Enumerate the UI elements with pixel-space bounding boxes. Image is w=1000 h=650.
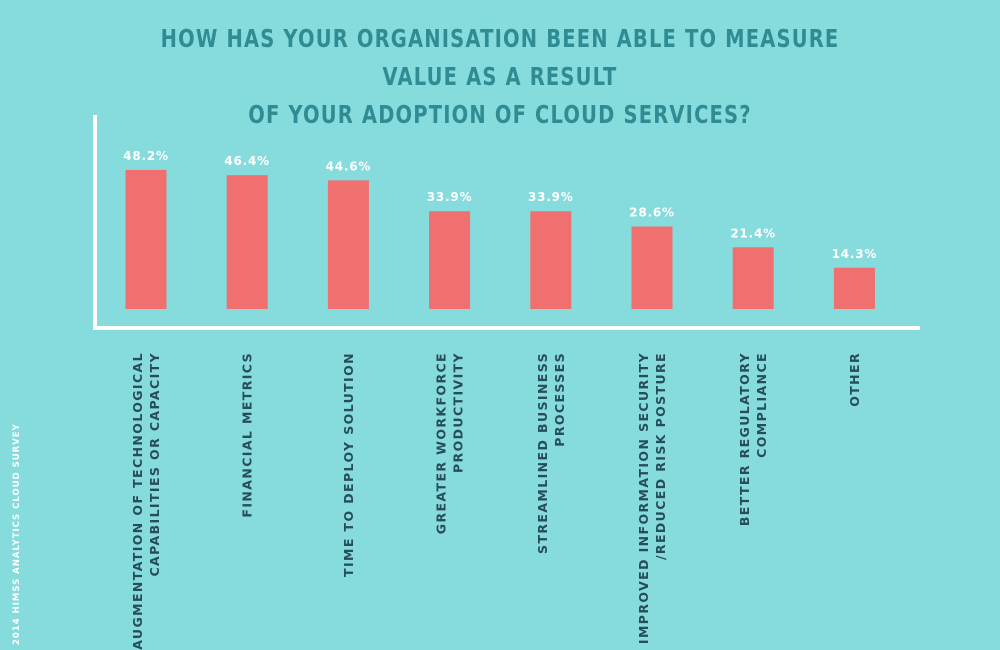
category-label: STREAMLINED BUSINESS PROCESSES — [535, 352, 567, 554]
bar-value-label: 33.9% — [427, 190, 473, 204]
bar-value-label: 14.3% — [832, 247, 878, 261]
category-label: IMPROVED INFORMATION SECURITY/REDUCED RI… — [636, 352, 668, 644]
category-label-line: PROCESSES — [552, 352, 567, 447]
bar-value-label: 21.4% — [730, 226, 776, 240]
category-label-line: PRODUCTIVITY — [451, 352, 466, 473]
bar — [226, 175, 268, 309]
category-label-line: AUGMENTATION OF TECHNOLOGICAL — [130, 352, 145, 650]
bar — [125, 170, 167, 309]
category-label: AUGMENTATION OF TECHNOLOGICAL CAPABILITIE… — [130, 352, 162, 650]
bar-value-label: 46.4% — [224, 154, 270, 168]
category-label: OTHER — [847, 352, 862, 407]
source-credit: 2014 HIMSS ANALYTICS CLOUD SURVEY — [12, 423, 22, 645]
category-label: BETTER REGULATORY COMPLIANCE — [737, 352, 769, 526]
chart-title-line-1: HOW HAS YOUR ORGANISATION BEEN ABLE TO M… — [160, 24, 840, 91]
chart-title-line-2: OF YOUR ADOPTION OF CLOUD SERVICES? — [248, 100, 752, 129]
category-label: GREATER WORKFORCE PRODUCTIVITY — [434, 352, 466, 534]
category-label-line: GREATER WORKFORCE — [434, 352, 449, 534]
category-label-line: FINANCIAL METRICS — [240, 352, 255, 518]
category-label-line: OTHER — [847, 352, 862, 407]
category-label-line: TIME TO DEPLOY SOLUTION — [341, 352, 356, 577]
chart-title: HOW HAS YOUR ORGANISATION BEEN ABLE TO M… — [141, 20, 859, 134]
bar — [631, 226, 673, 309]
bar — [530, 211, 572, 309]
chart-value-labels: 48.2% 46.4% 44.6% 33.9% 33.9% 28.6% 21.4% 14.3% — [123, 149, 878, 261]
category-label-line: COMPLIANCE — [754, 352, 769, 458]
chart-axes — [93, 115, 920, 330]
category-label: TIME TO DEPLOY SOLUTION — [341, 352, 356, 577]
category-label-line: BETTER REGULATORY — [737, 352, 752, 526]
chart-bars — [125, 170, 875, 309]
bar — [732, 247, 774, 309]
bar — [327, 180, 369, 309]
category-label-line: STREAMLINED BUSINESS — [535, 352, 550, 554]
category-label-line: CAPABILITIES OR CAPACITY — [147, 352, 162, 577]
bar — [833, 267, 875, 309]
bar-value-label: 33.9% — [528, 190, 574, 204]
category-label-line: IMPROVED INFORMATION SECURITY — [636, 352, 651, 644]
bar-value-label: 28.6% — [629, 206, 675, 220]
bar-value-label: 44.6% — [326, 159, 372, 173]
chart-category-labels: AUGMENTATION OF TECHNOLOGICAL CAPABILITIE… — [130, 352, 862, 650]
category-label-line: /REDUCED RISK POSTURE — [653, 352, 668, 560]
bar — [429, 211, 471, 309]
category-label: FINANCIAL METRICS — [240, 352, 255, 518]
bar-value-label: 48.2% — [123, 149, 169, 163]
